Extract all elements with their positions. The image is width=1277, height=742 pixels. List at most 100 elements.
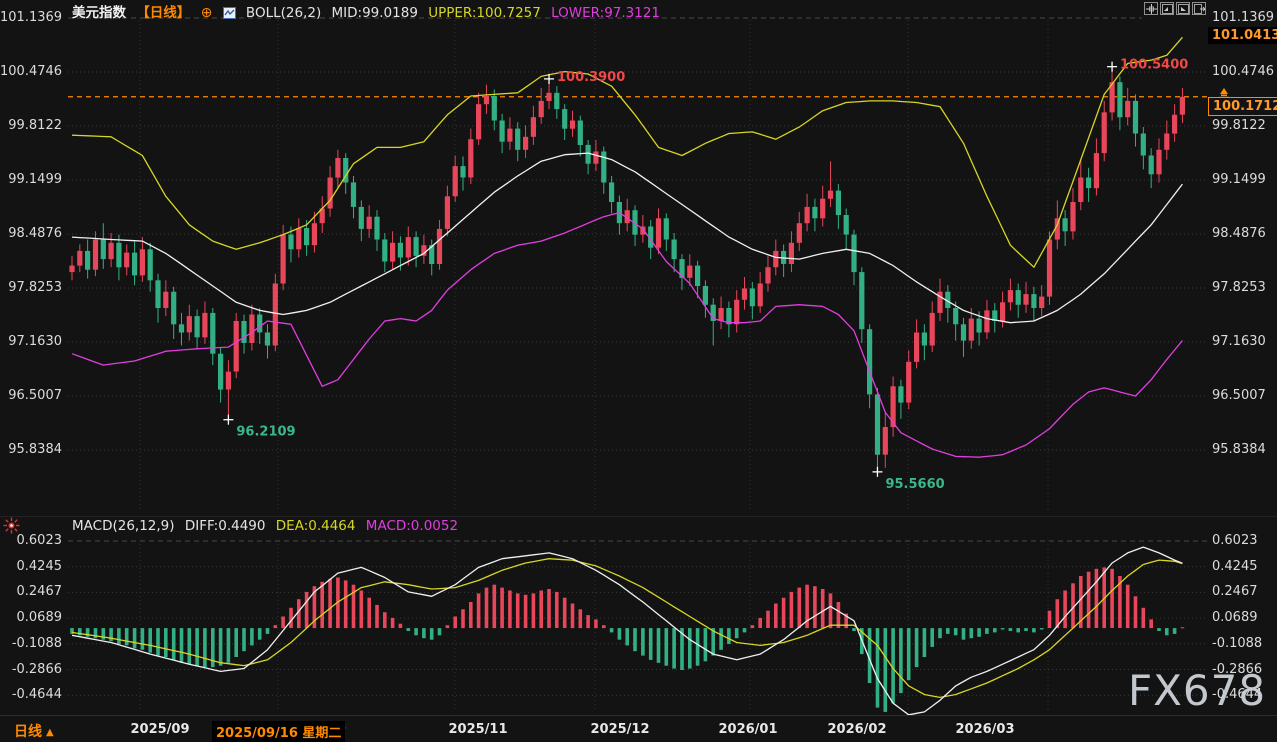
- candle[interactable]: [382, 239, 388, 262]
- candle[interactable]: [882, 427, 888, 455]
- candle[interactable]: [562, 109, 568, 129]
- candle[interactable]: [788, 242, 794, 264]
- candle[interactable]: [890, 386, 896, 428]
- candle[interactable]: [296, 228, 302, 250]
- candle[interactable]: [405, 237, 411, 258]
- candle[interactable]: [593, 151, 599, 164]
- candle[interactable]: [1031, 294, 1037, 308]
- pan-tool-icon[interactable]: [1144, 2, 1158, 15]
- macd-label[interactable]: MACD(26,12,9): [72, 518, 175, 534]
- candle[interactable]: [327, 177, 333, 209]
- candle[interactable]: [710, 304, 716, 321]
- candle[interactable]: [601, 151, 607, 183]
- indicator-marker-icon[interactable]: [3, 517, 20, 538]
- candle[interactable]: [640, 226, 646, 235]
- candle[interactable]: [225, 371, 231, 390]
- candle[interactable]: [960, 324, 967, 341]
- candle[interactable]: [953, 308, 959, 325]
- candle[interactable]: [843, 215, 849, 235]
- candle[interactable]: [679, 259, 685, 278]
- mini-chart-icon[interactable]: [222, 5, 236, 21]
- candle[interactable]: [859, 272, 865, 330]
- candle[interactable]: [569, 120, 576, 129]
- candle[interactable]: [116, 242, 122, 268]
- candle[interactable]: [796, 223, 802, 243]
- candle[interactable]: [194, 316, 200, 338]
- candle[interactable]: [812, 206, 818, 219]
- candle[interactable]: [718, 308, 724, 321]
- candle[interactable]: [1023, 294, 1029, 305]
- candle[interactable]: [992, 310, 998, 321]
- candle[interactable]: [765, 267, 771, 284]
- candle[interactable]: [1054, 218, 1060, 240]
- candle[interactable]: [335, 158, 341, 178]
- candle[interactable]: [483, 96, 490, 105]
- candle[interactable]: [632, 210, 638, 235]
- candle[interactable]: [319, 208, 325, 224]
- candle[interactable]: [280, 234, 286, 284]
- pan-right-icon[interactable]: [1192, 2, 1206, 15]
- candle[interactable]: [968, 318, 974, 341]
- candle[interactable]: [85, 250, 91, 270]
- candle[interactable]: [218, 353, 224, 390]
- candle[interactable]: [468, 139, 474, 178]
- add-indicator-icon[interactable]: ⊕: [200, 5, 213, 21]
- candle[interactable]: [1125, 100, 1131, 118]
- candle[interactable]: [530, 117, 536, 137]
- candle[interactable]: [1148, 155, 1154, 175]
- candle[interactable]: [397, 242, 403, 258]
- candle[interactable]: [288, 234, 294, 250]
- candle[interactable]: [1179, 96, 1185, 115]
- candle[interactable]: [460, 166, 466, 178]
- candle[interactable]: [1062, 218, 1068, 232]
- candle[interactable]: [155, 280, 161, 308]
- candle[interactable]: [1172, 114, 1178, 134]
- candle[interactable]: [178, 324, 185, 333]
- candle[interactable]: [1164, 133, 1170, 150]
- candle[interactable]: [609, 182, 615, 202]
- candle[interactable]: [867, 329, 873, 395]
- candle[interactable]: [1132, 100, 1139, 134]
- candle[interactable]: [835, 190, 841, 216]
- candle[interactable]: [413, 237, 419, 256]
- candle[interactable]: [186, 316, 192, 333]
- candle[interactable]: [538, 100, 544, 118]
- candle[interactable]: [366, 216, 372, 229]
- candle[interactable]: [507, 128, 513, 142]
- candle[interactable]: [914, 332, 920, 362]
- candle[interactable]: [390, 242, 396, 262]
- candle[interactable]: [499, 120, 505, 142]
- candle[interactable]: [421, 245, 427, 256]
- candle[interactable]: [1086, 177, 1092, 189]
- candle[interactable]: [671, 239, 677, 260]
- candle[interactable]: [452, 166, 458, 197]
- period-tag[interactable]: 【日线】: [136, 5, 191, 21]
- candle[interactable]: [921, 332, 927, 346]
- candle[interactable]: [108, 242, 114, 260]
- candle[interactable]: [687, 265, 693, 278]
- candle[interactable]: [1039, 296, 1045, 308]
- candle[interactable]: [648, 226, 654, 248]
- candle[interactable]: [874, 394, 881, 455]
- candle[interactable]: [734, 299, 740, 325]
- candle[interactable]: [139, 249, 145, 276]
- candle[interactable]: [202, 312, 208, 338]
- candle[interactable]: [1015, 290, 1021, 305]
- candle[interactable]: [577, 120, 583, 146]
- candle[interactable]: [804, 206, 810, 224]
- fit-chart-icon[interactable]: [1160, 2, 1174, 15]
- candle[interactable]: [343, 158, 349, 183]
- candle[interactable]: [429, 245, 435, 264]
- candle[interactable]: [436, 228, 443, 264]
- candle[interactable]: [311, 223, 317, 246]
- candle[interactable]: [249, 314, 255, 344]
- candle[interactable]: [554, 92, 560, 110]
- candle[interactable]: [272, 283, 278, 346]
- candle[interactable]: [69, 265, 75, 273]
- candle[interactable]: [898, 386, 904, 403]
- candle[interactable]: [92, 239, 99, 270]
- candle[interactable]: [444, 196, 450, 229]
- candle[interactable]: [773, 250, 779, 268]
- candle[interactable]: [1070, 202, 1076, 232]
- period-selector[interactable]: 日线 ▲: [14, 721, 54, 741]
